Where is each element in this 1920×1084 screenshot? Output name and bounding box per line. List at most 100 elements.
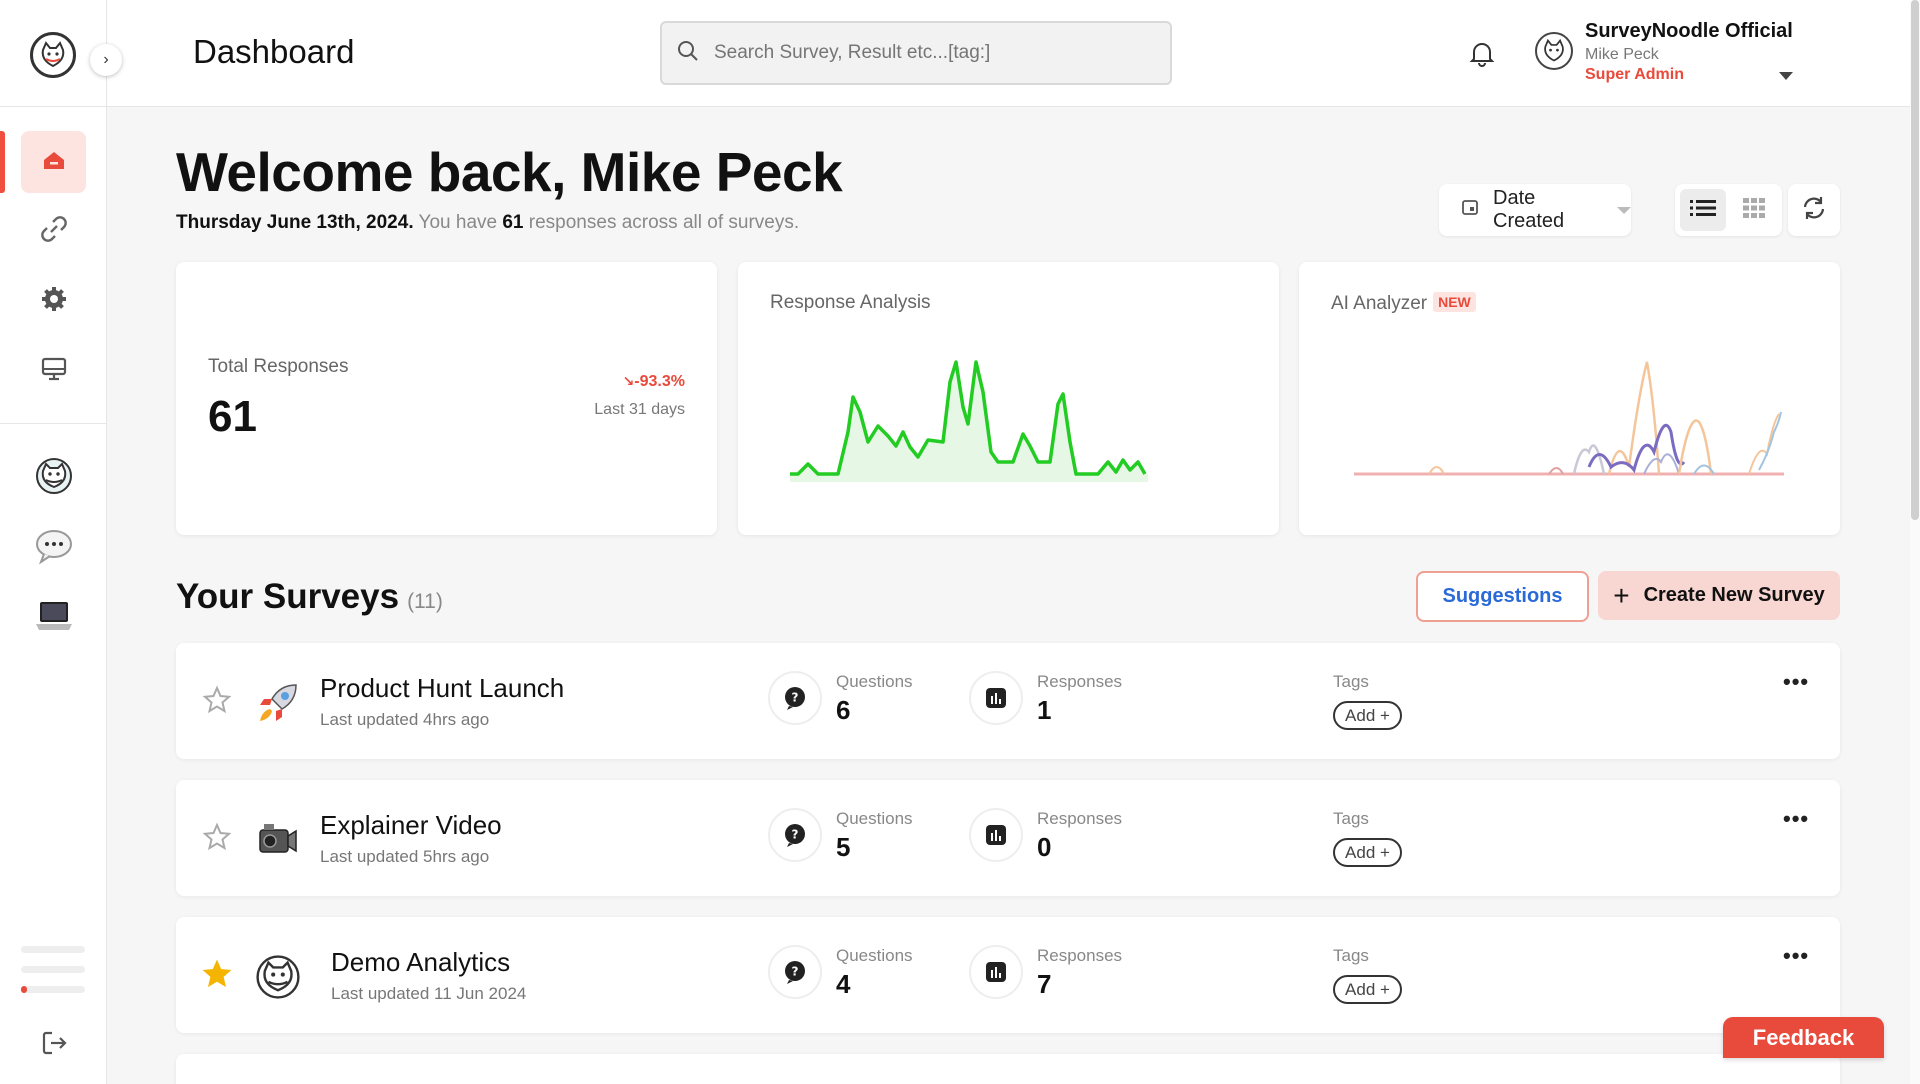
top-header: Dashboard SurveyNoodle Official Mike Pec…: [107, 0, 1910, 107]
trend-badge: ↘-93.3%: [623, 373, 685, 391]
chevron-right-icon: ›: [103, 51, 109, 68]
welcome-date: Thursday June 13th, 2024.: [176, 212, 414, 233]
sidebar: [0, 0, 107, 1084]
sidebar-expand-button[interactable]: ›: [90, 44, 122, 76]
sidebar-item-home[interactable]: [21, 131, 86, 193]
laptop-icon: [34, 596, 74, 641]
star-filled-icon[interactable]: [202, 959, 232, 994]
suggestions-button[interactable]: Suggestions: [1416, 571, 1589, 622]
question-icon: ?: [768, 945, 822, 999]
bar-chart-icon: [969, 808, 1023, 862]
calendar-icon: [1461, 198, 1479, 222]
questions-count: 4: [836, 969, 851, 999]
active-indicator: [0, 131, 5, 193]
caret-down-icon: [1617, 206, 1631, 214]
user-role: Super Admin: [1585, 66, 1684, 83]
sidebar-progress-fill: [21, 986, 28, 993]
survey-row[interactable]: [176, 1054, 1840, 1084]
scrollbar[interactable]: [1910, 0, 1920, 1084]
surveys-title: Your Surveys: [176, 577, 400, 616]
ai-analyzer-card[interactable]: AI Analyzer NEW: [1299, 262, 1840, 535]
sidebar-divider: [0, 423, 107, 424]
user-name: Mike Peck: [1585, 46, 1659, 63]
total-responses-card: Total Responses 61 ↘-93.3% Last 31 days: [176, 262, 717, 535]
response-analysis-card[interactable]: Response Analysis: [738, 262, 1279, 535]
add-tag-button[interactable]: Add +: [1333, 975, 1402, 1004]
trend-value: -93.3%: [634, 373, 685, 390]
add-tag-button[interactable]: Add +: [1333, 838, 1402, 867]
grid-view-button[interactable]: [1732, 189, 1778, 231]
logout-icon: [39, 1028, 69, 1063]
questions-count: 6: [836, 695, 851, 725]
mascot-icon: [34, 456, 74, 501]
search-input[interactable]: [714, 42, 1154, 64]
responses-label: Responses: [1037, 672, 1123, 691]
logo-area: [0, 0, 107, 107]
search-bar[interactable]: [660, 21, 1172, 85]
more-options-icon[interactable]: •••: [1783, 806, 1810, 831]
bar-chart-icon: [969, 671, 1023, 725]
survey-row[interactable]: Product Hunt Launch Last updated 4hrs ag…: [176, 643, 1840, 759]
questions-count: 5: [836, 832, 851, 862]
list-icon: [1689, 198, 1716, 223]
ai-analyzer-label: AI Analyzer NEW: [1331, 292, 1476, 315]
home-icon: [41, 147, 67, 178]
survey-name[interactable]: Explainer Video: [320, 810, 502, 840]
create-survey-button[interactable]: + Create New Survey: [1598, 571, 1840, 620]
sidebar-item-chat[interactable]: [21, 517, 86, 579]
trend-period: Last 31 days: [594, 401, 685, 418]
welcome-heading: Welcome back, Mike Peck: [176, 141, 843, 203]
response-sparkline: [790, 360, 1148, 482]
ai-analyzer-chart: [1354, 361, 1784, 476]
question-icon: ?: [768, 808, 822, 862]
star-icon[interactable]: [202, 822, 232, 857]
bar-chart-icon: [969, 945, 1023, 999]
sidebar-item-mascot[interactable]: [21, 447, 86, 509]
survey-updated: Last updated 11 Jun 2024: [331, 984, 527, 1003]
survey-updated: Last updated 5hrs ago: [320, 847, 490, 866]
create-survey-label: Create New Survey: [1643, 584, 1825, 606]
list-view-button[interactable]: [1680, 189, 1726, 231]
bell-icon: [1467, 43, 1497, 72]
user-avatar[interactable]: [1535, 32, 1573, 70]
refresh-icon: [1800, 194, 1828, 227]
questions-label: Questions: [836, 946, 913, 965]
svg-text:?: ?: [792, 691, 799, 705]
star-icon[interactable]: [202, 685, 232, 720]
scrollbar-thumb[interactable]: [1911, 0, 1919, 520]
survey-row[interactable]: Demo Analytics Last updated 11 Jun 2024 …: [176, 917, 1840, 1033]
feedback-button[interactable]: Feedback: [1723, 1017, 1884, 1058]
add-tag-button[interactable]: Add +: [1333, 701, 1402, 730]
refresh-button[interactable]: [1788, 184, 1840, 236]
svg-text:?: ?: [792, 828, 799, 842]
more-options-icon[interactable]: •••: [1783, 669, 1810, 694]
question-icon: ?: [768, 671, 822, 725]
search-icon: [676, 39, 700, 68]
surveys-count: (11): [407, 590, 443, 613]
rocket-icon: [254, 679, 302, 727]
user-menu[interactable]: SurveyNoodle Official Mike Peck Super Ad…: [1585, 20, 1793, 84]
survey-name[interactable]: Product Hunt Launch: [320, 673, 565, 703]
sidebar-item-links[interactable]: [21, 200, 86, 262]
chevron-down-icon[interactable]: [1779, 72, 1793, 80]
welcome-text-end: responses across all of surveys.: [523, 212, 800, 233]
sidebar-progress: [21, 946, 85, 1006]
sort-dropdown[interactable]: Date Created: [1439, 184, 1631, 236]
total-responses-value: 61: [208, 392, 257, 441]
survey-name[interactable]: Demo Analytics: [331, 947, 511, 977]
responses-count: 0: [1037, 832, 1052, 862]
logout-button[interactable]: [21, 1014, 86, 1076]
chat-bubble-icon: [34, 526, 74, 571]
sidebar-item-settings[interactable]: [21, 270, 86, 332]
notifications-button[interactable]: [1467, 38, 1497, 73]
gear-icon: [40, 285, 68, 318]
responses-label: Responses: [1037, 809, 1123, 828]
total-responses-label: Total Responses: [208, 356, 349, 377]
app-logo[interactable]: [30, 32, 76, 78]
more-options-icon[interactable]: •••: [1783, 943, 1810, 968]
sidebar-item-display[interactable]: [21, 340, 86, 402]
survey-row[interactable]: Explainer Video Last updated 5hrs ago ? …: [176, 780, 1840, 896]
sidebar-item-device[interactable]: [21, 587, 86, 649]
new-badge: NEW: [1433, 292, 1476, 312]
mascot-icon: [254, 953, 302, 1001]
